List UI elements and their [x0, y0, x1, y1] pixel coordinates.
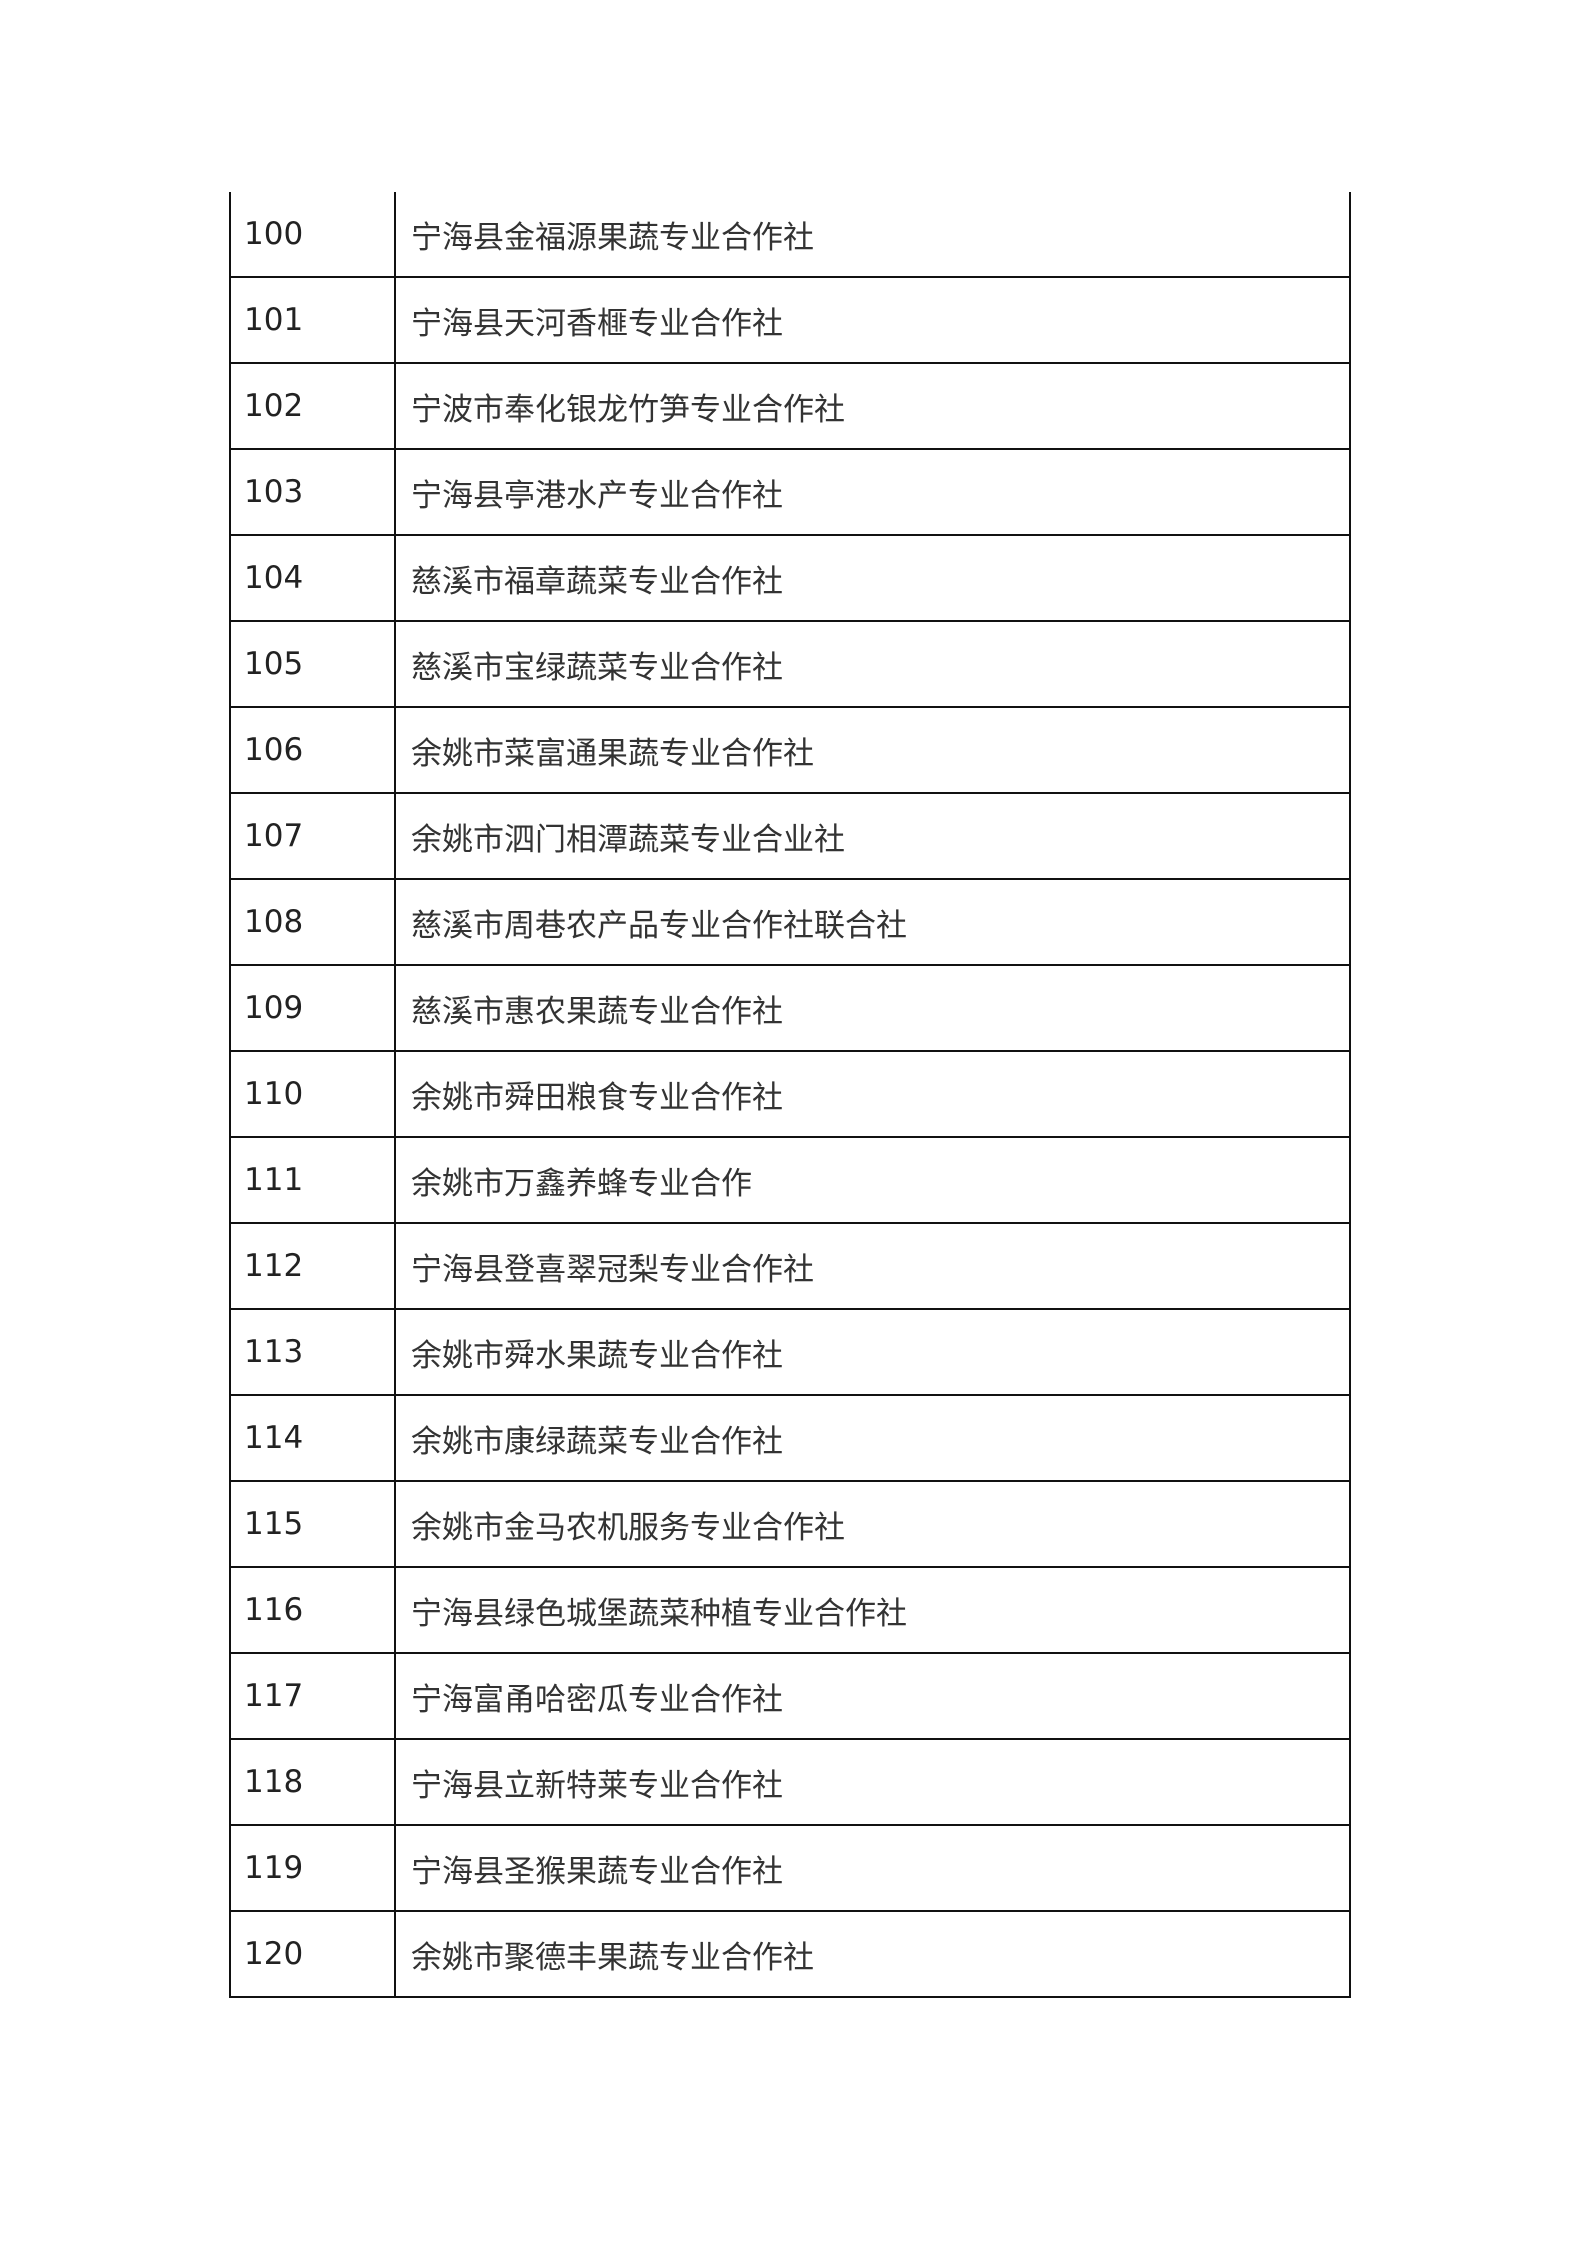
row-number: 108: [229, 878, 396, 966]
table-row: 119 宁海县圣猴果蔬专业合作社: [229, 1824, 1351, 1912]
table-row: 117 宁海富甬哈密瓜专业合作社: [229, 1652, 1351, 1740]
table-body: 100 宁海县金福源果蔬专业合作社 101 宁海县天河香榧专业合作社 102 宁波市奉化银…: [229, 192, 1351, 1998]
table-row: 113 余姚市舜水果蔬专业合作社: [229, 1308, 1351, 1396]
table-row: 108 慈溪市周巷农产品专业合作社联合社: [229, 878, 1351, 966]
row-number: 106: [229, 706, 396, 794]
cooperative-name: 宁海富甬哈密瓜专业合作社: [394, 1652, 1351, 1740]
row-number: 107: [229, 792, 396, 880]
row-number: 110: [229, 1050, 396, 1138]
row-number: 120: [229, 1910, 396, 1998]
table-row: 116 宁海县绿色城堡蔬菜种植专业合作社: [229, 1566, 1351, 1654]
cooperative-name: 慈溪市周巷农产品专业合作社联合社: [394, 878, 1351, 966]
row-number: 113: [229, 1308, 396, 1396]
row-number: 109: [229, 964, 396, 1052]
cooperative-name: 宁海县天河香榧专业合作社: [394, 276, 1351, 364]
table-row: 109 慈溪市惠农果蔬专业合作社: [229, 964, 1351, 1052]
row-number: 119: [229, 1824, 396, 1912]
cooperative-name: 宁海县立新特莱专业合作社: [394, 1738, 1351, 1826]
table-row: 111 余姚市万鑫养蜂专业合作: [229, 1136, 1351, 1224]
table-row: 101 宁海县天河香榧专业合作社: [229, 276, 1351, 364]
row-number: 116: [229, 1566, 396, 1654]
table-row: 114 余姚市康绿蔬菜专业合作社: [229, 1394, 1351, 1482]
row-number: 114: [229, 1394, 396, 1482]
table-row: 120 余姚市聚德丰果蔬专业合作社: [229, 1910, 1351, 1998]
cooperative-table: 100 宁海县金福源果蔬专业合作社 101 宁海县天河香榧专业合作社 102 宁波市奉化银…: [229, 192, 1351, 1998]
row-number: 115: [229, 1480, 396, 1568]
table-row: 115 余姚市金马农机服务专业合作社: [229, 1480, 1351, 1568]
cooperative-name: 宁海县亭港水产专业合作社: [394, 448, 1351, 536]
table-row: 102 宁波市奉化银龙竹笋专业合作社: [229, 362, 1351, 450]
table-row: 106 余姚市菜富通果蔬专业合作社: [229, 706, 1351, 794]
row-number: 100: [229, 192, 396, 278]
row-number: 104: [229, 534, 396, 622]
cooperative-name: 余姚市万鑫养蜂专业合作: [394, 1136, 1351, 1224]
row-number: 112: [229, 1222, 396, 1310]
row-number: 118: [229, 1738, 396, 1826]
cooperative-name: 宁海县圣猴果蔬专业合作社: [394, 1824, 1351, 1912]
row-number: 102: [229, 362, 396, 450]
cooperative-name: 宁海县金福源果蔬专业合作社: [394, 192, 1351, 278]
table-row: 100 宁海县金福源果蔬专业合作社: [229, 192, 1351, 278]
row-number: 117: [229, 1652, 396, 1740]
cooperative-name: 余姚市康绿蔬菜专业合作社: [394, 1394, 1351, 1482]
cooperative-name: 余姚市菜富通果蔬专业合作社: [394, 706, 1351, 794]
cooperative-name: 余姚市舜田粮食专业合作社: [394, 1050, 1351, 1138]
table-row: 118 宁海县立新特莱专业合作社: [229, 1738, 1351, 1826]
cooperative-name: 宁海县登喜翠冠梨专业合作社: [394, 1222, 1351, 1310]
table-row: 105 慈溪市宝绿蔬菜专业合作社: [229, 620, 1351, 708]
cooperative-name: 余姚市金马农机服务专业合作社: [394, 1480, 1351, 1568]
cooperative-name: 慈溪市福章蔬菜专业合作社: [394, 534, 1351, 622]
cooperative-name: 余姚市聚德丰果蔬专业合作社: [394, 1910, 1351, 1998]
table-row: 104 慈溪市福章蔬菜专业合作社: [229, 534, 1351, 622]
table-row: 112 宁海县登喜翠冠梨专业合作社: [229, 1222, 1351, 1310]
row-number: 105: [229, 620, 396, 708]
row-number: 101: [229, 276, 396, 364]
cooperative-name: 余姚市舜水果蔬专业合作社: [394, 1308, 1351, 1396]
cooperative-name: 慈溪市惠农果蔬专业合作社: [394, 964, 1351, 1052]
cooperative-name: 宁海县绿色城堡蔬菜种植专业合作社: [394, 1566, 1351, 1654]
cooperative-name: 宁波市奉化银龙竹笋专业合作社: [394, 362, 1351, 450]
table-row: 110 余姚市舜田粮食专业合作社: [229, 1050, 1351, 1138]
table-row: 107 余姚市泗门相潭蔬菜专业合业社: [229, 792, 1351, 880]
table-row: 103 宁海县亭港水产专业合作社: [229, 448, 1351, 536]
row-number: 103: [229, 448, 396, 536]
cooperative-name: 慈溪市宝绿蔬菜专业合作社: [394, 620, 1351, 708]
cooperative-name: 余姚市泗门相潭蔬菜专业合业社: [394, 792, 1351, 880]
row-number: 111: [229, 1136, 396, 1224]
